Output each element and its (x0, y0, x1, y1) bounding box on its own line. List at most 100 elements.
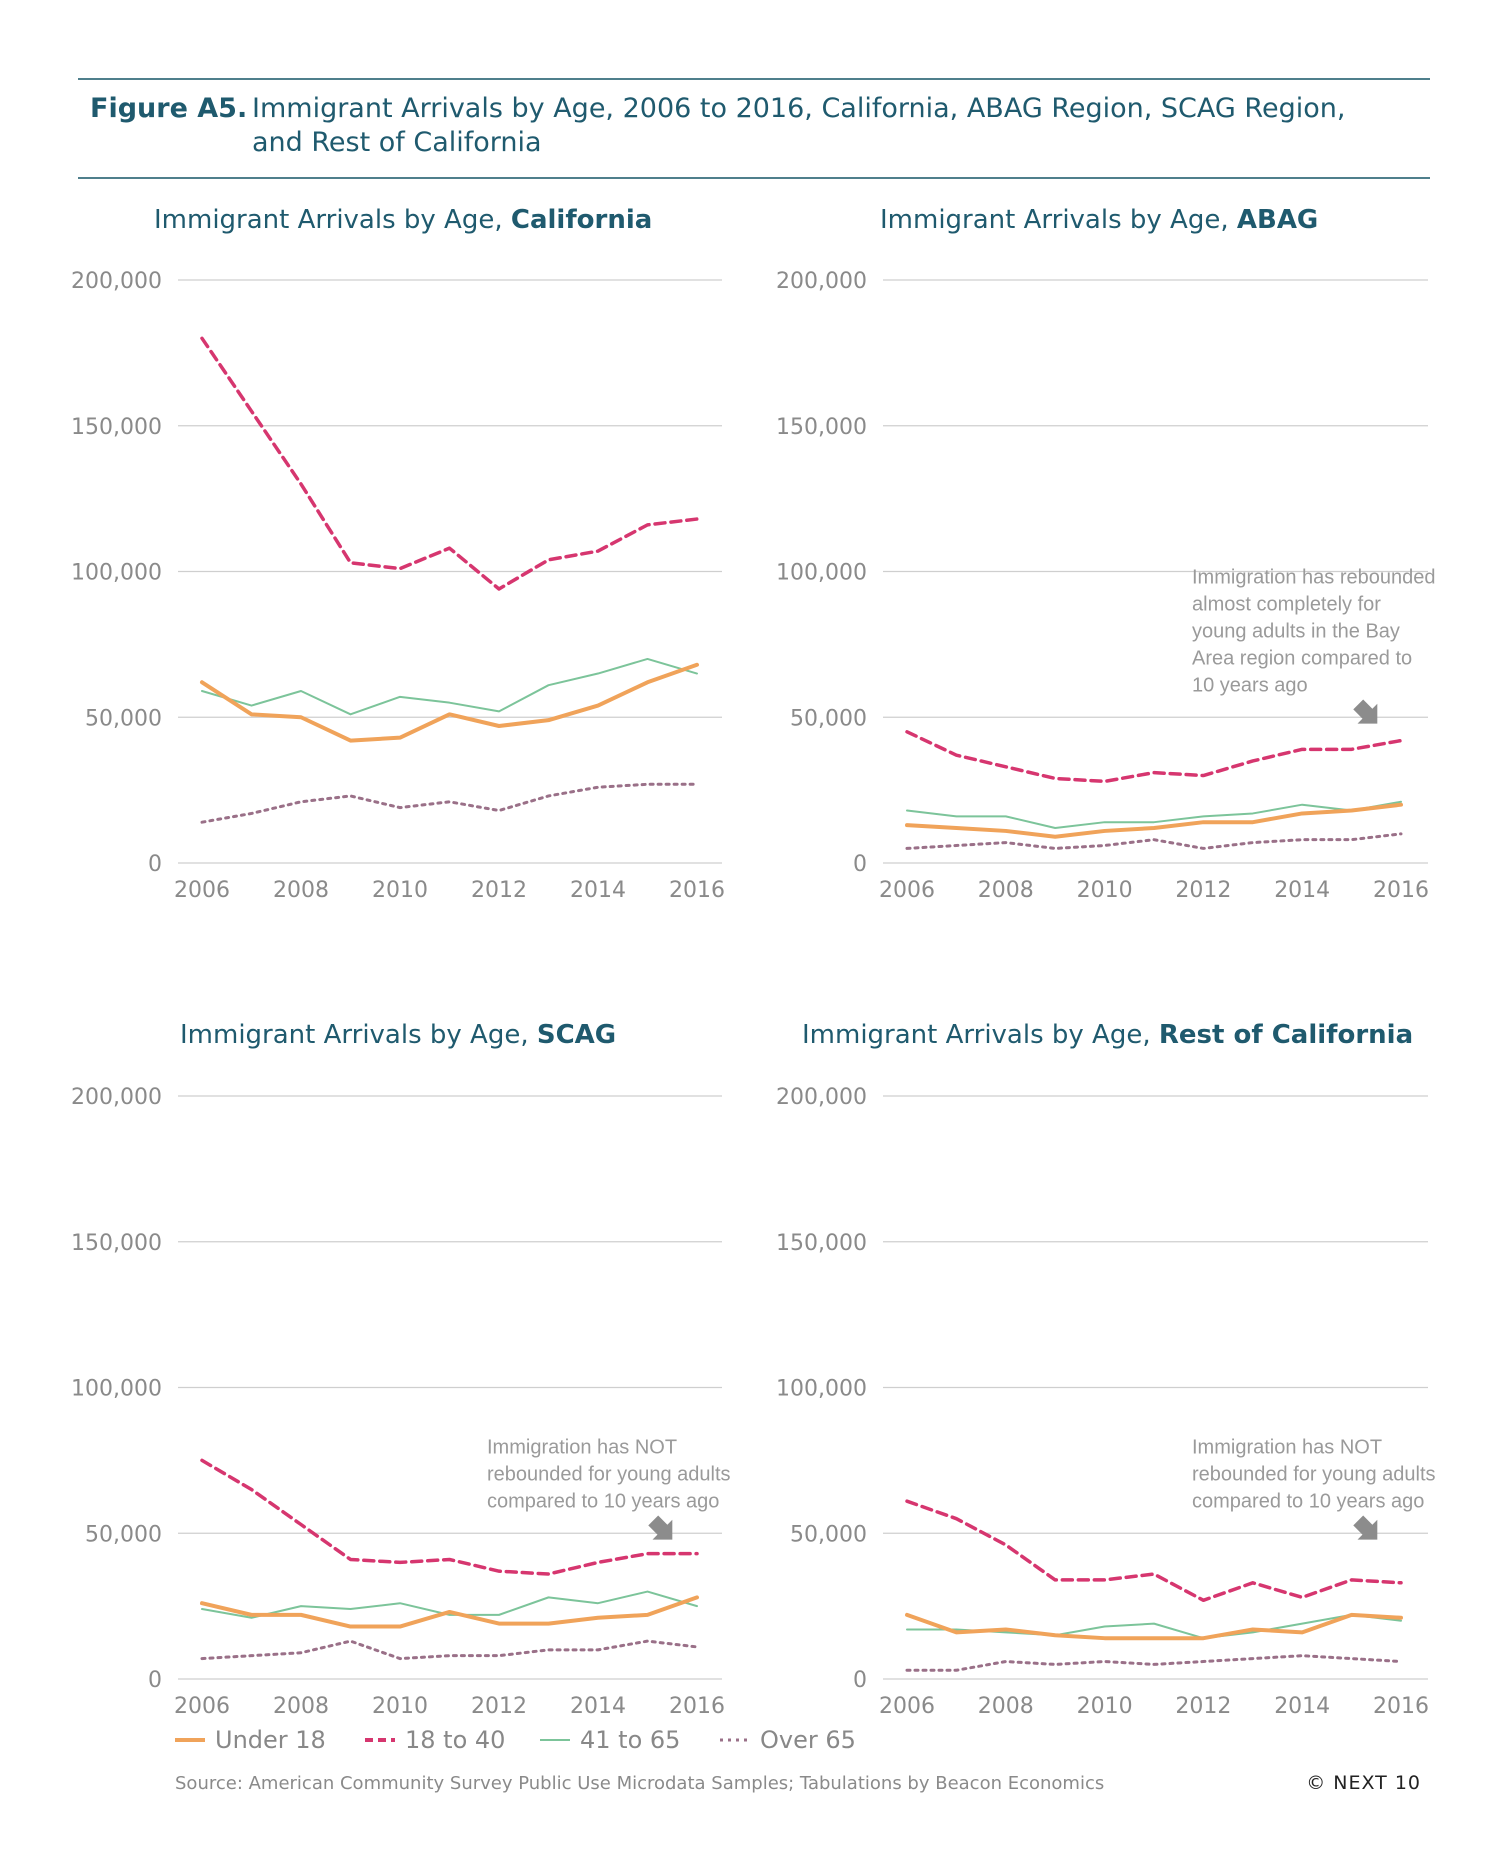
x-tick-label: 2010 (1077, 878, 1133, 903)
series-line-age18to40 (905, 1499, 1403, 1603)
series-line-age41to65 (201, 657, 698, 716)
annotation-text: Immigration has NOT (1192, 1436, 1382, 1458)
x-tick-label: 2016 (669, 1694, 725, 1719)
series-line-age41to65 (201, 1590, 698, 1619)
series-line-age18to40 (200, 1458, 699, 1576)
x-tick-label: 2010 (372, 878, 428, 903)
legend-swatch-18to40 (365, 1738, 395, 1742)
x-tick-label: 2012 (1175, 1694, 1231, 1719)
y-tick-label: 0 (148, 852, 162, 877)
legend-label-18to40: 18 to 40 (405, 1726, 506, 1754)
figure-title-line1: Immigrant Arrivals by Age, 2006 to 2016,… (252, 93, 1346, 124)
copyright-credit: © NEXT 10 (1306, 1772, 1421, 1794)
series-line-over65 (905, 832, 1403, 850)
y-tick-label: 200,000 (71, 1085, 162, 1110)
x-tick-label: 2016 (669, 878, 725, 903)
legend-label-over65: Over 65 (760, 1726, 856, 1754)
annotation-text: young adults in the Bay (1192, 620, 1400, 642)
y-tick-label: 0 (853, 1668, 867, 1693)
x-tick-label: 2006 (174, 1694, 230, 1719)
legend-item-over65: Over 65 (720, 1726, 856, 1754)
y-tick-label: 50,000 (85, 1522, 162, 1547)
panel-title-scag: Immigrant Arrivals by Age, SCAG (180, 1020, 616, 1050)
series-line-age41to65 (906, 800, 1402, 830)
y-tick-label: 150,000 (71, 415, 162, 440)
legend-label-41to65: 41 to 65 (580, 1726, 681, 1754)
legend-item-41to65: 41 to 65 (540, 1726, 680, 1754)
panel-title-rest-of-california: Immigrant Arrivals by Age, Rest of Calif… (802, 1020, 1413, 1050)
x-tick-label: 2008 (273, 1694, 329, 1719)
figure-header: Figure A5. Immigrant Arrivals by Age, 20… (90, 92, 1345, 158)
series-line-under18 (200, 1595, 699, 1629)
panel-title-abag: Immigrant Arrivals by Age, ABAG (880, 205, 1318, 235)
y-tick-label: 200,000 (71, 269, 162, 294)
x-tick-label: 2010 (1077, 1694, 1133, 1719)
legend-item-under18: Under 18 (175, 1726, 326, 1754)
y-tick-label: 100,000 (776, 1377, 867, 1402)
series-line-over65 (200, 1639, 699, 1661)
arrow-shape (1353, 699, 1378, 724)
legend-swatch-41to65 (540, 1739, 570, 1741)
annotation-text: compared to 10 years ago (487, 1490, 719, 1512)
y-tick-label: 0 (853, 852, 867, 877)
annotation-text: almost completely for (1192, 593, 1381, 615)
x-tick-label: 2014 (570, 878, 626, 903)
x-tick-label: 2006 (879, 1694, 935, 1719)
x-tick-label: 2008 (273, 878, 329, 903)
legend-swatch-over65 (720, 1738, 750, 1742)
annotation-text: Area region compared to (1192, 647, 1412, 669)
panel-title-region: California (510, 205, 653, 235)
series-line-under18 (905, 1612, 1403, 1641)
series-line-age18to40 (905, 730, 1403, 784)
arrow-icon (1353, 699, 1378, 724)
y-tick-label: 50,000 (85, 706, 162, 731)
x-tick-label: 2016 (1373, 1694, 1429, 1719)
annotation-text: rebounded for young adults (1192, 1463, 1436, 1485)
legend-swatch-under18 (175, 1738, 205, 1742)
series-line-age18to40 (200, 336, 699, 591)
annotation-text: Immigration has NOT (487, 1436, 677, 1458)
x-tick-label: 2006 (879, 878, 935, 903)
series-line-over65 (905, 1654, 1403, 1672)
arrow-icon (1353, 1515, 1378, 1540)
y-tick-label: 150,000 (776, 1231, 867, 1256)
y-tick-label: 100,000 (71, 561, 162, 586)
panel-title-prefix: Immigrant Arrivals by Age, (154, 205, 511, 235)
x-tick-label: 2006 (174, 878, 230, 903)
y-tick-label: 0 (148, 1668, 162, 1693)
x-tick-label: 2008 (978, 1694, 1034, 1719)
panel-title-prefix: Immigrant Arrivals by Age, (880, 205, 1237, 235)
x-tick-label: 2014 (1274, 878, 1330, 903)
panel-title-region: ABAG (1236, 205, 1319, 235)
series-line-over65 (200, 782, 699, 824)
arrow-icon (648, 1515, 673, 1540)
panel-title-prefix: Immigrant Arrivals by Age, (180, 1020, 537, 1050)
y-tick-label: 150,000 (776, 415, 867, 440)
x-tick-label: 2014 (570, 1694, 626, 1719)
legend-label-under18: Under 18 (215, 1726, 326, 1754)
y-tick-label: 200,000 (776, 269, 867, 294)
x-tick-label: 2012 (471, 878, 527, 903)
header-bottom-rule (78, 177, 1430, 179)
arrow-shape (648, 1515, 673, 1540)
source-note: Source: American Community Survey Public… (175, 1773, 1105, 1794)
y-tick-label: 50,000 (790, 706, 867, 731)
panel-title-region: SCAG (536, 1020, 617, 1050)
annotation-text: 10 years ago (1192, 674, 1308, 696)
figure-title-line2: and Rest of California (252, 127, 542, 158)
y-tick-label: 100,000 (776, 561, 867, 586)
annotation-text: Immigration has rebounded (1192, 566, 1435, 588)
annotation-text: compared to 10 years ago (1192, 1490, 1424, 1512)
legend-item-18to40: 18 to 40 (365, 1726, 505, 1754)
figure-label: Figure A5. (90, 93, 248, 124)
panel-title-prefix: Immigrant Arrivals by Age, (802, 1020, 1159, 1050)
x-tick-label: 2010 (372, 1694, 428, 1719)
x-tick-label: 2012 (471, 1694, 527, 1719)
y-tick-label: 200,000 (776, 1085, 867, 1110)
series-line-under18 (905, 802, 1403, 839)
top-rule (78, 78, 1430, 80)
series-line-under18 (200, 662, 699, 743)
x-tick-label: 2008 (978, 878, 1034, 903)
panel-title-region: Rest of California (1158, 1020, 1414, 1050)
